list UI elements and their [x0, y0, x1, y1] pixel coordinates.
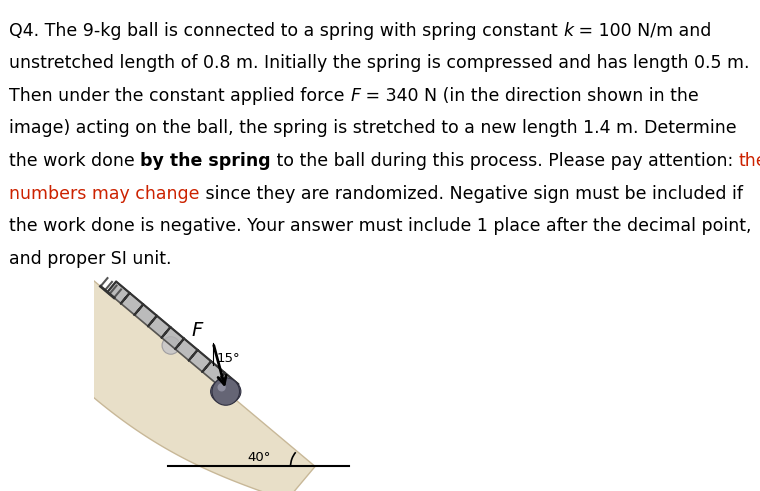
Text: 15°: 15°: [217, 352, 240, 364]
Circle shape: [217, 383, 226, 391]
Polygon shape: [148, 316, 170, 338]
Text: image) acting on the ball, the spring is stretched to a new length 1.4 m. Determ: image) acting on the ball, the spring is…: [9, 119, 736, 137]
Text: = 340 N (in the direction shown in the: = 340 N (in the direction shown in the: [360, 87, 699, 105]
Text: 40°: 40°: [248, 451, 271, 464]
Text: F: F: [350, 87, 360, 105]
Polygon shape: [162, 327, 184, 349]
Text: k: k: [563, 22, 574, 40]
Circle shape: [212, 378, 239, 405]
Text: Q4. The 9-kg ball is connected to a spring with spring constant: Q4. The 9-kg ball is connected to a spri…: [9, 22, 563, 40]
Text: by the spring: by the spring: [141, 152, 271, 170]
Text: Then under the constant applied force: Then under the constant applied force: [9, 87, 350, 105]
Polygon shape: [135, 304, 157, 326]
Polygon shape: [176, 338, 198, 360]
Polygon shape: [17, 261, 315, 491]
Text: = 100 N/m and: = 100 N/m and: [574, 22, 712, 40]
Text: $F$: $F$: [191, 322, 204, 340]
Polygon shape: [121, 293, 144, 315]
Polygon shape: [188, 350, 211, 372]
Polygon shape: [202, 361, 225, 383]
Text: the work done is negative. Your answer must include 1 place after the decimal po: the work done is negative. Your answer m…: [9, 217, 752, 235]
Circle shape: [162, 336, 179, 354]
Text: numbers may change: numbers may change: [9, 185, 200, 203]
Ellipse shape: [211, 379, 241, 404]
Polygon shape: [107, 281, 130, 303]
Text: since they are randomized. Negative sign must be included if: since they are randomized. Negative sign…: [200, 185, 743, 203]
Text: unstretched length of 0.8 m. Initially the spring is compressed and has length 0: unstretched length of 0.8 m. Initially t…: [9, 55, 749, 72]
Polygon shape: [216, 373, 239, 395]
Text: the: the: [739, 152, 760, 170]
Text: and proper SI unit.: and proper SI unit.: [9, 249, 172, 268]
Text: to the ball during this process. Please pay attention:: to the ball during this process. Please …: [271, 152, 739, 170]
Text: the work done: the work done: [9, 152, 141, 170]
